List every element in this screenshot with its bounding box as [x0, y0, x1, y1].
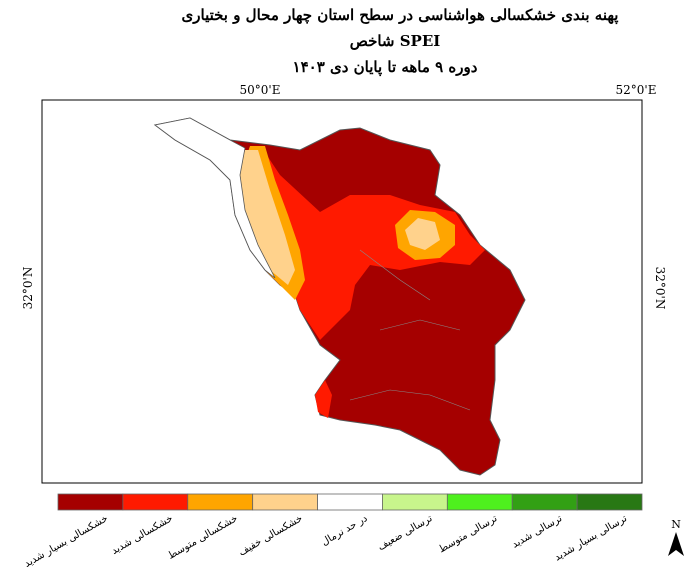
north-label: N: [671, 518, 681, 531]
legend-label: ترسالی متوسط: [437, 513, 500, 555]
legend-label: خشکسالی شدید: [110, 513, 175, 557]
latitude-label: 32°0'N: [653, 267, 667, 310]
legend-swatch: [382, 493, 448, 511]
legend-label: خشکسالی بسیار شدید: [23, 513, 110, 570]
zone-severe: [315, 380, 332, 418]
title-line: دوره ۹ ماهه تا پایان دی ۱۴۰۳: [293, 58, 478, 77]
latitude-label: 32°0'N: [21, 267, 35, 310]
map-body: [153, 117, 526, 476]
zone-severe: [250, 148, 485, 340]
legend-swatch: [122, 493, 189, 511]
legend-swatch: [252, 493, 318, 511]
legend-swatch: [576, 493, 643, 511]
county-border: [349, 249, 471, 411]
legend-swatch: [57, 493, 124, 511]
legend-label: در حد نرمال: [320, 513, 370, 548]
title-line: پهنه بندی خشکسالی هواشناسی در سطح استان …: [182, 6, 619, 25]
north-arrow: N: [668, 518, 684, 556]
legend-label: ترسالی شدید: [510, 513, 564, 551]
legend-label: خشکسالی متوسط: [166, 513, 240, 562]
zone-mild: [405, 218, 440, 250]
zone-mild: [238, 150, 295, 285]
legend-swatch: [446, 493, 513, 511]
zone-normal: [154, 117, 276, 279]
legend-swatch: [511, 493, 578, 511]
longitude-label: 52°0'E: [616, 83, 657, 97]
legend-label: خشکسالی خفیف: [237, 513, 305, 558]
legend-label: ترسالی ضعیف: [376, 513, 434, 553]
legend-label: ترسالی بسیار شدید: [553, 513, 629, 563]
north-arrow-shape: [668, 532, 684, 556]
legend-swatch: [187, 493, 254, 511]
legend-swatch: [317, 493, 383, 511]
longitude-label: 50°0'E: [240, 83, 281, 97]
title-line: شاخص SPEI: [350, 32, 441, 50]
